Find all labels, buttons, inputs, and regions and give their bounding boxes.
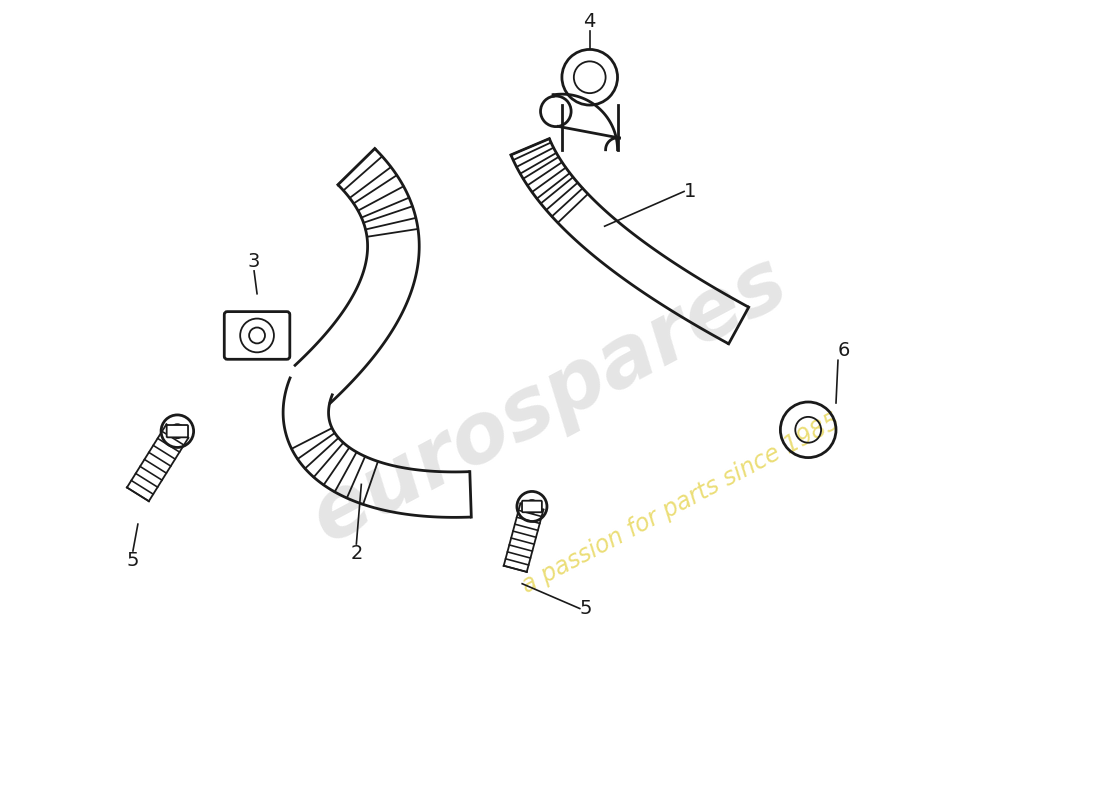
Text: 5: 5 xyxy=(126,551,140,570)
Text: 5: 5 xyxy=(580,599,592,618)
FancyBboxPatch shape xyxy=(522,501,542,512)
Text: 1: 1 xyxy=(684,182,696,201)
Text: 6: 6 xyxy=(838,342,850,360)
Text: a passion for parts since 1985: a passion for parts since 1985 xyxy=(518,409,845,598)
Text: eurospares: eurospares xyxy=(298,241,802,559)
Text: 3: 3 xyxy=(248,252,261,271)
Text: 2: 2 xyxy=(350,544,363,563)
Text: 4: 4 xyxy=(583,11,596,30)
FancyBboxPatch shape xyxy=(167,425,188,438)
